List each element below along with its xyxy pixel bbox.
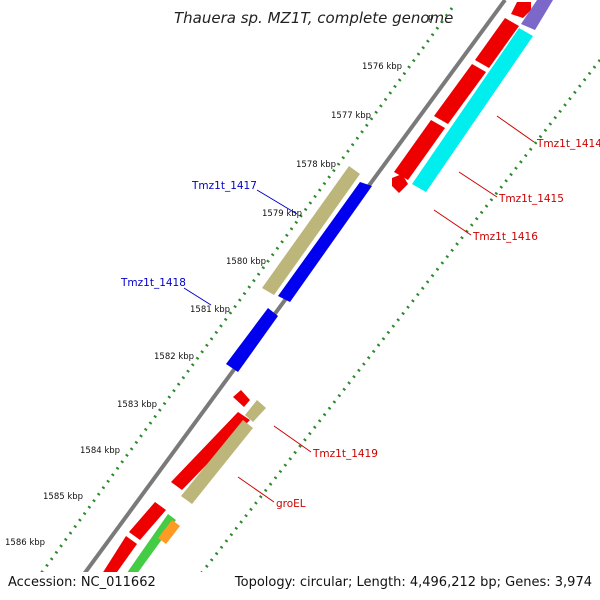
genome-title: Thauera sp. MZ1T, complete genome xyxy=(174,9,453,27)
gene-label-tmz1t-1416[interactable]: Tmz1t_1416 xyxy=(472,231,538,243)
cds-tmz1t-1415[interactable] xyxy=(434,64,486,124)
cds-tmz1t-1418[interactable] xyxy=(226,308,278,372)
cds-tmz1t-1416-head[interactable] xyxy=(392,174,408,193)
genome-title-suffix: p xyxy=(428,13,433,23)
scale-labels: 1576 kbp 1577 kbp 1578 kbp 1579 kbp 1580… xyxy=(5,62,402,548)
scale-label: 1578 kbp xyxy=(296,160,336,170)
scale-label: 1577 kbp xyxy=(331,111,371,121)
scale-label: 1586 kbp xyxy=(5,538,45,548)
scale-label: 1576 kbp xyxy=(362,62,402,72)
gene-label-tmz1t-1414[interactable]: Tmz1t_1414 xyxy=(536,138,600,150)
scale-label: 1581 kbp xyxy=(190,305,230,315)
scale-label: 1580 kbp xyxy=(226,257,266,267)
purple-feature xyxy=(521,0,553,30)
cds-tmz1t-1414-b[interactable] xyxy=(475,18,519,68)
cds-groel-a[interactable] xyxy=(129,502,166,540)
gene-label-tmz1t-1417[interactable]: Tmz1t_1417 xyxy=(191,180,257,192)
outer-tick-track xyxy=(40,7,454,572)
scale-label: 1584 kbp xyxy=(80,446,120,456)
hit-1417 xyxy=(262,166,360,295)
green-feature xyxy=(127,514,176,572)
cds-tmz1t-1419-b[interactable] xyxy=(171,412,250,490)
cyan-feature xyxy=(412,28,533,192)
label-leaders xyxy=(183,115,535,503)
cds-tmz1t-1419-a[interactable] xyxy=(233,390,250,407)
accession-text: Accession: NC_011662 xyxy=(8,575,156,590)
gene-label-tmz1t-1418[interactable]: Tmz1t_1418 xyxy=(120,277,186,289)
hit-1419-a xyxy=(245,400,266,422)
scale-label: 1585 kbp xyxy=(43,492,83,502)
scale-label: 1582 kbp xyxy=(154,352,194,362)
gene-label-tmz1t-1415[interactable]: Tmz1t_1415 xyxy=(498,193,564,205)
hit-1419-b xyxy=(181,420,253,504)
scale-label: 1579 kbp xyxy=(262,209,302,219)
cds-groel-b[interactable] xyxy=(88,536,137,596)
orange-feature xyxy=(158,520,180,544)
summary-text: Topology: circular; Length: 4,496,212 bp… xyxy=(234,575,592,590)
genome-backbone xyxy=(83,0,507,572)
cds-tmz1t-1417[interactable] xyxy=(278,182,372,302)
gene-label-tmz1t-1419[interactable]: Tmz1t_1419 xyxy=(312,448,378,460)
scale-label: 1583 kbp xyxy=(117,400,157,410)
cds-tmz1t-1414-a[interactable] xyxy=(511,2,531,18)
reverse-strand-track xyxy=(88,2,531,596)
gene-label-groel[interactable]: groEL xyxy=(276,498,306,510)
gene-labels: Tmz1t_1414 Tmz1t_1415 Tmz1t_1416 Tmz1t_1… xyxy=(120,138,600,510)
cds-tmz1t-1416[interactable] xyxy=(394,120,445,180)
